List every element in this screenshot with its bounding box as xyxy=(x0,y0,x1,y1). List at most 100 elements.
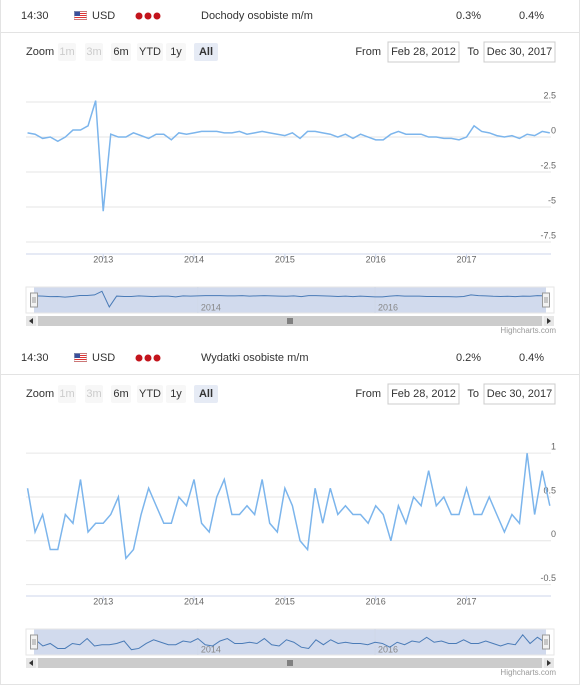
zoom-button[interactable] xyxy=(58,43,76,61)
navigator-frame xyxy=(25,286,555,314)
x-tick-label: 2015 xyxy=(275,254,295,264)
x-tick-label: 2016 xyxy=(366,254,386,264)
event-name: Wydatki osobiste m/m xyxy=(201,352,309,364)
credit[interactable]: Highcharts.com xyxy=(500,326,556,335)
zoom-button[interactable] xyxy=(137,385,163,403)
importance-dot xyxy=(135,12,143,20)
navigator-handle[interactable] xyxy=(30,292,38,308)
to-input[interactable] xyxy=(483,41,556,63)
zoom-button[interactable] xyxy=(85,43,103,61)
series-line xyxy=(26,453,551,561)
actual: 0.3% xyxy=(456,10,482,22)
zoom-button[interactable] xyxy=(194,43,218,61)
flag-stripe xyxy=(74,17,87,18)
from-label: From xyxy=(355,46,381,58)
navigator-line xyxy=(35,290,545,308)
zoom-button-label[interactable]: All xyxy=(199,46,213,58)
x-tick-label: 2014 xyxy=(184,254,204,264)
zoom-button-label[interactable]: 1m xyxy=(59,388,74,400)
importance-dot xyxy=(144,354,152,362)
zoom-button-label[interactable]: YTD xyxy=(139,46,161,58)
navigator-handle[interactable] xyxy=(30,634,38,650)
zoom-button[interactable] xyxy=(166,385,186,403)
to-value[interactable]: Dec 30, 2017 xyxy=(487,388,552,400)
flag-icon xyxy=(74,353,87,362)
zoom-button-label[interactable]: 6m xyxy=(113,388,128,400)
to-label: To xyxy=(467,388,479,400)
y-tick-label: 0 xyxy=(551,125,556,135)
to-value[interactable]: Dec 30, 2017 xyxy=(487,46,552,58)
navigator-tick-label: 2016 xyxy=(378,644,398,654)
zoom-button-label[interactable]: 6m xyxy=(113,46,128,58)
from-value[interactable]: Feb 28, 2012 xyxy=(391,46,456,58)
x-tick-label: 2016 xyxy=(366,596,386,606)
currency: USD xyxy=(92,352,116,364)
importance xyxy=(135,12,161,20)
event-section: 14:30 USD Wydatki osobiste m/m 0.2% 0.4% Zoom… xyxy=(1,342,579,684)
arrow-right xyxy=(547,318,551,324)
zoom-button[interactable] xyxy=(166,43,186,61)
x-tick-label: 2015 xyxy=(275,596,295,606)
series-line xyxy=(27,100,550,212)
navigator-mask xyxy=(34,629,546,655)
event-section: 14:30 USD Dochody osobiste m/m 0.3% 0.4% Zoom… xyxy=(1,0,579,342)
currency: USD xyxy=(92,10,116,22)
importance xyxy=(135,354,161,362)
navigator-frame xyxy=(25,628,555,656)
flag-border xyxy=(74,11,87,20)
zoom-button-label[interactable]: All xyxy=(199,388,213,400)
to-input[interactable] xyxy=(483,383,556,405)
zoom-button[interactable] xyxy=(111,385,131,403)
arrow-left xyxy=(29,660,33,666)
actual: 0.2% xyxy=(456,352,482,364)
flag-stripe xyxy=(74,15,87,16)
zoom-button-label[interactable]: 1y xyxy=(170,46,182,58)
zoom-button[interactable] xyxy=(111,43,131,61)
arrow-right xyxy=(547,660,551,666)
zoom-button-label[interactable]: 3m xyxy=(86,46,101,58)
y-tick-label: -0.5 xyxy=(540,573,556,583)
zoom-button-label[interactable]: 1y xyxy=(170,388,182,400)
event-row: 14:30 USD Dochody osobiste m/m 0.3% 0.4% xyxy=(1,0,579,33)
zoom-label: Zoom xyxy=(26,46,54,58)
to-label: To xyxy=(467,46,479,58)
y-tick-label: -5 xyxy=(548,195,556,205)
flag-icon xyxy=(74,11,87,20)
zoom-button-label[interactable]: 3m xyxy=(86,388,101,400)
zoom-button[interactable] xyxy=(85,385,103,403)
navigator-tick-label: 2016 xyxy=(378,302,398,312)
event-time: 14:30 xyxy=(21,352,49,364)
from-value[interactable]: Feb 28, 2012 xyxy=(391,388,456,400)
event-time: 14:30 xyxy=(21,10,49,22)
arrow-left xyxy=(29,318,33,324)
event-name: Dochody osobiste m/m xyxy=(201,10,313,22)
from-input[interactable] xyxy=(387,41,460,63)
zoom-button[interactable] xyxy=(58,385,76,403)
y-tick-label: 0.5 xyxy=(543,485,556,495)
flag-canton xyxy=(74,353,80,358)
flag-border xyxy=(74,353,87,362)
flag-stripe xyxy=(74,357,87,358)
navigator-handle[interactable] xyxy=(542,292,550,308)
zoom-button-label[interactable]: YTD xyxy=(139,388,161,400)
importance-dot xyxy=(153,12,161,20)
navigator-tick-label: 2014 xyxy=(201,302,221,312)
importance-dot xyxy=(135,354,143,362)
zoom-button[interactable] xyxy=(137,43,163,61)
zoom-label: Zoom xyxy=(26,388,54,400)
credit[interactable]: Highcharts.com xyxy=(500,668,556,677)
zoom-button-label[interactable]: 1m xyxy=(59,46,74,58)
x-tick-label: 2014 xyxy=(184,596,204,606)
navigator-handle[interactable] xyxy=(542,634,550,650)
chart: Zoom 1m 3m 6m YTD 1y All From Feb 28, 2012 To Dec … xyxy=(25,383,556,677)
from-input[interactable] xyxy=(387,383,460,405)
flag-stripe xyxy=(74,13,87,14)
y-tick-label: -7.5 xyxy=(540,230,556,240)
importance-dot xyxy=(144,12,152,20)
zoom-button[interactable] xyxy=(194,385,218,403)
importance-dot xyxy=(153,354,161,362)
x-tick-label: 2017 xyxy=(457,596,477,606)
chart: Zoom 1m 3m 6m YTD 1y All From Feb 28, 2012 To Dec … xyxy=(25,41,556,335)
event-row: 14:30 USD Wydatki osobiste m/m 0.2% 0.4% xyxy=(1,342,579,375)
navigator-tick-label: 2014 xyxy=(201,644,221,654)
